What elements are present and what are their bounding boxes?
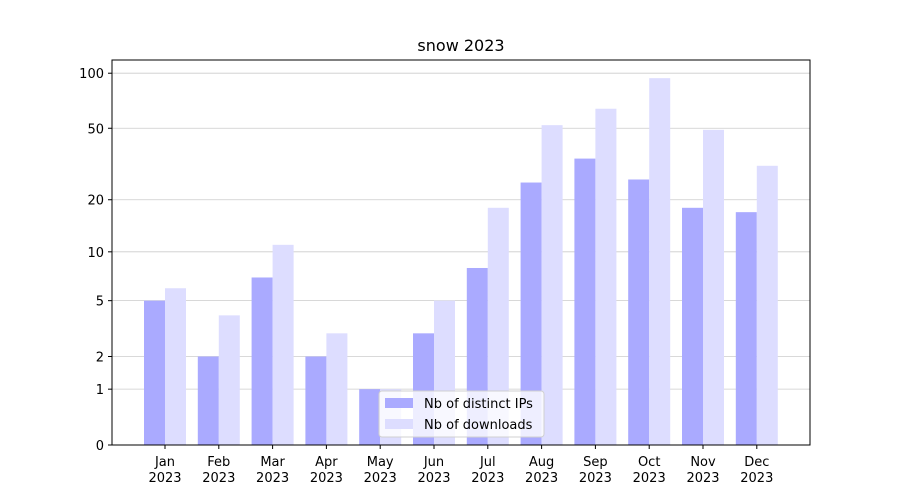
bar [326,333,348,445]
y-tick-label: 5 [96,295,104,310]
bar [756,165,778,445]
chart-title: snow 2023 [417,36,504,55]
y-tick-label: 10 [87,246,104,261]
y-tick-label: 2 [96,350,104,365]
x-tick-label: Jun 2023 [417,455,450,486]
legend-swatch [385,419,413,429]
bar [649,78,671,446]
x-tick-label: Dec 2023 [740,455,773,486]
bar [251,277,273,445]
bar [703,129,724,446]
bar [359,389,381,445]
legend-label: Nb of distinct IPs [424,397,533,412]
x-tick-label: Aug 2023 [525,455,558,486]
x-tick-label: Sep 2023 [579,455,612,486]
bar [144,300,165,445]
legend-label: Nb of downloads [424,418,533,433]
x-tick-label: Mar 2023 [256,455,289,486]
bar [735,212,757,445]
x-tick-label: Apr 2023 [310,455,343,486]
bar [541,125,563,446]
x-tick-label: Feb 2023 [202,455,235,486]
bar [197,356,219,445]
x-tick-label: Oct 2023 [633,455,666,486]
bar [682,207,703,445]
bar [305,356,327,445]
x-tick-label: Jul 2023 [471,455,504,486]
x-tick-label: Jan 2023 [148,455,181,486]
bar [487,207,509,445]
bar [628,179,650,446]
bar [165,288,186,445]
bar [520,182,542,445]
legend-box [378,390,545,438]
legend-swatch [385,398,413,408]
bar [218,315,240,445]
bar [595,108,617,445]
y-tick-label: 20 [87,194,104,209]
y-tick-label: 50 [87,122,104,137]
x-tick-label: Nov 2023 [686,455,719,486]
y-tick-label: 100 [79,67,104,82]
y-tick-label: 0 [96,439,104,454]
y-tick-label: 1 [96,383,104,398]
x-tick-label: May 2023 [364,455,397,486]
bar [272,244,294,445]
bar [574,158,596,446]
plot-frame [111,59,811,446]
